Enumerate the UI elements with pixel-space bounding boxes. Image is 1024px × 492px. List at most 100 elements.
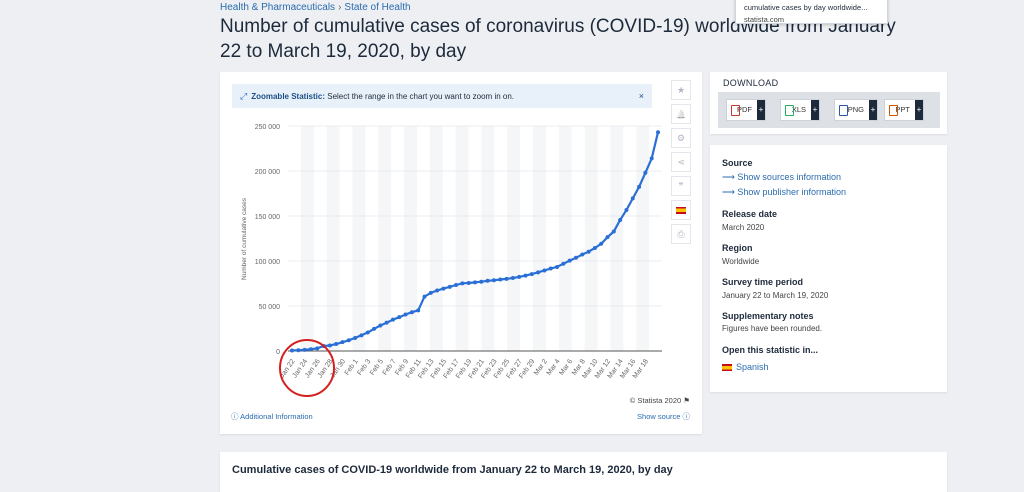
data-point: [327, 343, 332, 348]
additional-info-link[interactable]: ⓘ Additional Information: [231, 412, 313, 421]
data-point: [504, 276, 509, 281]
survey-period-heading: Survey time period: [722, 277, 804, 287]
download-ppt-button[interactable]: PPT +: [884, 99, 924, 121]
settings-button[interactable]: ⚙: [671, 128, 691, 148]
data-point: [485, 278, 490, 283]
data-point: [422, 294, 427, 299]
print-button[interactable]: ⎙: [671, 224, 691, 244]
spain-flag-icon: [722, 364, 732, 372]
data-point: [397, 315, 402, 320]
grid-band: [326, 126, 340, 351]
show-source-link[interactable]: Show source ⓘ: [637, 412, 690, 421]
release-date-heading: Release date: [722, 209, 778, 219]
series-line: [291, 132, 660, 352]
share-button[interactable]: ⋖: [671, 152, 691, 172]
flag-icon: [676, 206, 686, 214]
data-point: [561, 261, 566, 266]
grid-band: [352, 126, 366, 351]
zoom-banner-label: Zoomable Statistic:: [251, 92, 325, 101]
gear-icon: ⚙: [676, 132, 686, 143]
data-point: [643, 170, 648, 175]
data-point: [435, 288, 440, 293]
data-point: [542, 268, 547, 273]
data-point: [403, 312, 408, 317]
link-tooltip: cumulative cases by day worldwide... sta…: [735, 0, 888, 24]
flag-icon: ⚑: [683, 396, 690, 405]
open-in-spanish-link[interactable]: Spanish: [722, 362, 769, 372]
data-point: [548, 266, 553, 271]
language-button[interactable]: [671, 200, 691, 220]
release-date-value: March 2020: [722, 223, 765, 232]
data-point: [340, 340, 345, 345]
supplementary-notes-heading: Supplementary notes: [722, 311, 814, 321]
grid-band: [378, 126, 392, 351]
notify-button[interactable]: 🔔: [671, 104, 691, 124]
data-point: [384, 320, 389, 325]
y-tick-label: 0: [276, 349, 280, 356]
data-point: [573, 255, 578, 260]
data-point: [359, 333, 364, 338]
data-point: [454, 283, 459, 288]
download-pdf-button[interactable]: PDF +: [726, 99, 766, 121]
grid-band: [429, 126, 443, 351]
data-point: [372, 326, 377, 331]
tooltip-url: statista.com: [744, 15, 785, 24]
y-tick-label: 100 000: [255, 259, 280, 266]
zoom-banner: ⤢ Zoomable Statistic: Select the range in…: [232, 84, 652, 108]
y-tick-label: 150 000: [255, 214, 280, 221]
data-point: [365, 330, 370, 335]
pdf-file-icon: [731, 105, 740, 116]
show-publisher-link[interactable]: ⟶ Show publisher information: [722, 187, 846, 197]
arrow-right-icon: ⟶: [722, 172, 735, 182]
data-point: [416, 308, 421, 313]
data-point: [428, 290, 433, 295]
data-point: [656, 130, 660, 135]
statistic-info-panel: Source ⟶ Show sources information ⟶ Show…: [710, 145, 947, 392]
data-point: [586, 249, 591, 254]
grid-band: [584, 126, 598, 351]
plus-icon: +: [757, 100, 765, 120]
favorite-button[interactable]: ★: [671, 80, 691, 100]
grid-band: [558, 126, 572, 351]
ppt-file-icon: [889, 105, 898, 116]
data-point: [498, 277, 503, 282]
data-point: [479, 279, 484, 284]
data-point: [555, 264, 560, 269]
chart-svg[interactable]: 0 50 000 100 000 150 000 200 000 250 000 Numbe…: [220, 72, 702, 434]
download-panel: DOWNLOAD PDF + XLS + PNG + PPT +: [710, 72, 947, 134]
data-point: [409, 310, 414, 315]
cite-button[interactable]: ❞: [671, 176, 691, 196]
data-point: [611, 229, 616, 234]
data-point: [649, 156, 654, 161]
png-file-icon: [839, 105, 848, 116]
source-heading: Source: [722, 158, 753, 168]
star-icon: ★: [676, 84, 686, 95]
plus-icon: +: [915, 100, 923, 120]
data-point: [491, 278, 496, 283]
show-sources-link[interactable]: ⟶ Show sources information: [722, 172, 841, 182]
download-xls-button[interactable]: XLS +: [780, 99, 820, 121]
page-title: Number of cumulative cases of coronaviru…: [220, 16, 896, 62]
breadcrumb-item-state-of-health[interactable]: State of Health: [344, 2, 411, 13]
supplementary-notes-value: Figures have been rounded.: [722, 324, 823, 333]
data-point: [290, 348, 294, 353]
data-point: [536, 270, 541, 275]
data-point: [517, 274, 522, 279]
download-label: DOWNLOAD: [723, 78, 779, 88]
data-point: [466, 280, 471, 285]
data-point: [637, 184, 642, 189]
download-buttons: PDF + XLS + PNG + PPT +: [718, 92, 940, 128]
data-point: [460, 281, 465, 286]
description-title: Cumulative cases of COVID-19 worldwide f…: [232, 464, 673, 476]
y-axis-label: Number of cumulative cases: [241, 197, 248, 280]
chart-copyright: © Statista 2020 ⚑: [629, 396, 690, 405]
close-icon[interactable]: ×: [638, 91, 644, 101]
chart-panel: 0 50 000 100 000 150 000 200 000 250 000 Numbe…: [220, 72, 702, 434]
y-tick-label: 200 000: [255, 169, 280, 176]
data-point: [624, 208, 629, 213]
download-png-button[interactable]: PNG +: [834, 99, 878, 121]
data-point: [523, 273, 528, 278]
data-point: [580, 252, 585, 257]
y-tick-label: 50 000: [259, 304, 281, 311]
breadcrumb-item-health[interactable]: Health & Pharmaceuticals: [220, 2, 336, 13]
